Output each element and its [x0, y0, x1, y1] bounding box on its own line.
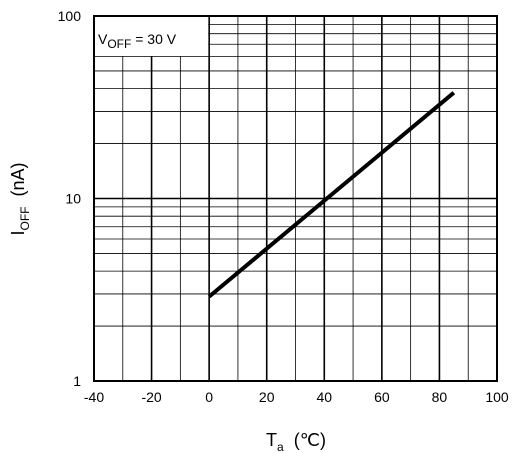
y-tick-label: 1 — [73, 373, 81, 389]
x-axis-title-unit: (℃) — [294, 430, 326, 450]
x-tick-label: 0 — [205, 389, 213, 405]
x-tick-label: -20 — [141, 389, 161, 405]
y-tick-labels: 1 10 100 — [58, 8, 82, 389]
y-axis-title-sub: OFF — [18, 207, 32, 231]
x-axis-title-main: T — [266, 430, 277, 450]
x-tick-label: 80 — [432, 389, 448, 405]
y-tick-label: 10 — [65, 191, 81, 207]
annotation-sub: OFF — [107, 37, 131, 51]
x-tick-label: 60 — [374, 389, 390, 405]
x-tick-label: 20 — [259, 389, 275, 405]
x-tick-label: 40 — [316, 389, 332, 405]
annotation-main: V — [98, 31, 108, 47]
y-axis-title-unit: (nA) — [8, 162, 28, 196]
series-line — [207, 91, 456, 299]
data-series — [207, 91, 456, 299]
plot-frame — [93, 15, 498, 382]
y-axis-title-main: I — [8, 231, 28, 236]
annotation-voff: VOFF = 30 V — [98, 31, 177, 51]
x-axis-title: Ta (℃) — [266, 430, 326, 453]
x-tick-labels: -40 -20 0 20 40 60 80 100 — [84, 389, 509, 405]
y-axis-title: IOFF (nA) — [8, 162, 32, 235]
grid — [94, 16, 497, 381]
x-axis-title-sub: a — [277, 440, 284, 453]
x-tick-label: 100 — [485, 389, 509, 405]
annotation-rest: = 30 V — [131, 31, 176, 47]
y-tick-label: 100 — [58, 8, 82, 24]
x-tick-label: -40 — [84, 389, 104, 405]
annotation-box — [95, 17, 209, 56]
